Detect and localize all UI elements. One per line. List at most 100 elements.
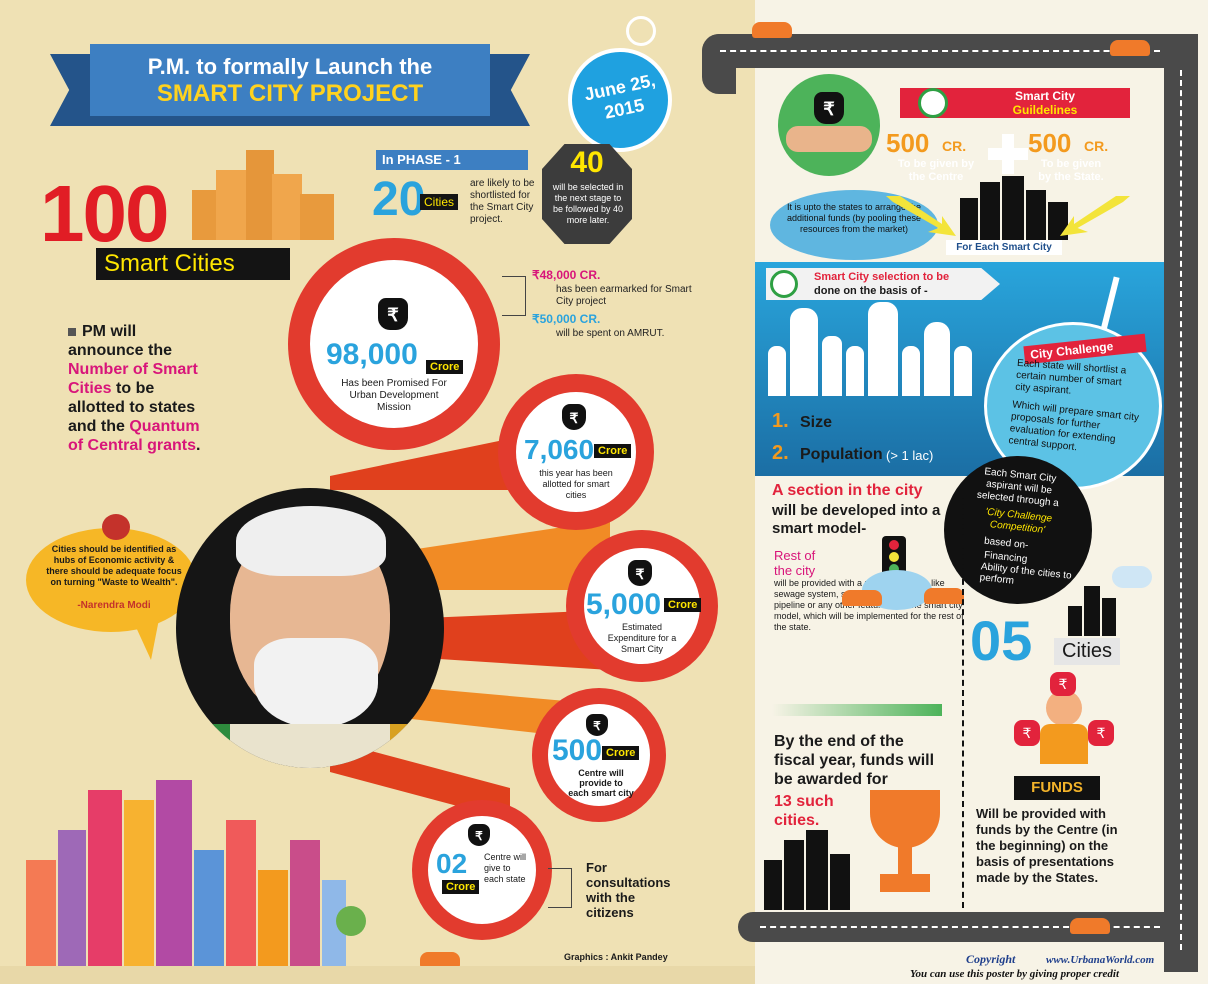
check-icon: [918, 88, 948, 118]
rupee-bag-icon: ₹: [468, 824, 490, 846]
fiscal-highlight: 13 such cities.: [774, 793, 834, 829]
gear-1-tag: Crore: [426, 360, 464, 374]
phase-next-text: will be selected in the next stage to be…: [552, 182, 624, 225]
selection-title-2: done on the basis of -: [814, 285, 928, 297]
fiscal-text: By the end of the fiscal year, funds wil…: [774, 733, 935, 788]
divider-dotted: [962, 488, 964, 908]
gear-3-text: Estimated Expenditure for a Smart City: [607, 622, 677, 654]
trophy-icon: [860, 790, 950, 900]
gear-4: ₹ 500 Crore Centre will provide to each …: [532, 688, 666, 822]
gear-1-number: 98,000: [326, 338, 418, 371]
centre-text: To be given by the Centre: [897, 158, 975, 183]
gear-4-number: 500: [552, 734, 603, 767]
consult-connector: [548, 868, 572, 908]
rupee-bag-icon: ₹: [586, 714, 608, 736]
state-unit: CR.: [1084, 138, 1109, 154]
pm-portrait: [176, 488, 444, 768]
centre-amount: 500: [886, 128, 930, 158]
graphics-credit: Graphics : Ankit Pandey: [564, 952, 668, 962]
criteria-1-label: Size: [800, 414, 833, 431]
hero-count: 100: [40, 169, 169, 258]
footer-notice: You can use this poster by giving proper…: [910, 968, 1120, 980]
selection-header: [766, 268, 1000, 300]
date-tag: June 25, 2015: [568, 48, 672, 152]
five-text: Will be provided with funds by the Centr…: [976, 806, 1118, 885]
gear-3-tag: Crore: [664, 598, 702, 612]
funding-text-1: has been earmarked for Smart City projec…: [556, 284, 692, 307]
people-icon: [768, 302, 978, 398]
five-count: 05: [970, 609, 1033, 672]
guidelines-note-bubble: [770, 190, 938, 260]
car-icon: [752, 22, 792, 38]
date-text: June 25, 2015: [582, 69, 658, 123]
cloud-icon: [1112, 566, 1152, 588]
small-skyline-icon: [1068, 586, 1128, 636]
gear-1: ₹ 98,000 Crore Has been Promised For Urb…: [288, 238, 500, 450]
colorful-skyline-icon: [26, 780, 346, 970]
funds-person-icon: ₹ ₹ ₹: [1014, 672, 1114, 776]
gear-2: ₹ 7,060 Crore this year has been allotte…: [498, 374, 654, 530]
pm-announce-highlight1: Number of Smart Cities: [68, 361, 198, 397]
rupee-bag-icon: ₹: [814, 92, 844, 124]
rupee-bag-icon: ₹: [628, 560, 652, 586]
gear-2-number: 7,060: [524, 434, 595, 465]
consult-text: For consultations with the citizens: [586, 860, 671, 920]
green-bar: [772, 704, 942, 716]
rupee-bag-icon: ₹: [378, 298, 408, 330]
pm-announce-highlight2: Quantum of Central grants: [68, 418, 200, 454]
gear-5-tag: Crore: [442, 880, 480, 894]
gear-5-text: Centre will give to each state: [484, 852, 527, 884]
phase-next-count: 40: [570, 146, 604, 179]
car-icon: [1110, 40, 1150, 56]
title-line-1: P.M. to formally Launch the: [147, 54, 433, 79]
tag-string: [626, 16, 656, 46]
pm-announce-part1: PM will announce the: [68, 323, 173, 359]
criteria-2-num: 2.: [772, 442, 789, 464]
gear-5-number: 02: [436, 848, 468, 879]
title-line-2: SMART CITY PROJECT: [156, 80, 424, 107]
road-dash-bottom: [760, 926, 1160, 928]
gear-2-text: this year has been allotted for smart ci…: [539, 468, 613, 500]
hero-label: Smart Cities: [96, 248, 290, 280]
gear-1-text: Has been Promised For Urban Development …: [341, 378, 447, 413]
car-icon: [420, 952, 460, 968]
plus-icon: [988, 134, 1028, 174]
selection-title-1: Smart City selection to be: [814, 271, 950, 283]
pm-announce: PM will announce the Number of Smart Cit…: [68, 322, 208, 455]
section-subhead: will be developed into a smart model-: [772, 502, 941, 537]
road-dash: [720, 50, 1160, 52]
guidelines-note: It is upto the states to arrange the add…: [786, 202, 922, 234]
black-skyline-icon: [764, 830, 854, 910]
criteria-2-note: (> 1 lac): [886, 448, 934, 463]
ground: [0, 966, 755, 984]
gear-3: ₹ 5,000 Crore Estimated Expenditure for …: [566, 530, 718, 682]
funding-notes: ₹48,000 CR. has been earmarked for Smart…: [502, 268, 702, 340]
funding-amount-2: ₹50,000 CR.: [532, 312, 601, 326]
phase-count-unit: Cities: [420, 194, 459, 210]
pm-announce-part2: to be allotted to states and the: [68, 380, 196, 435]
road-dash-right: [1180, 70, 1182, 950]
footer-site: www.UrbanaWorld.com: [1046, 954, 1155, 966]
skyline-icon: [192, 150, 342, 240]
hand-money-icon: ₹: [778, 74, 880, 176]
gear-4-text: Centre will provide to each smart city: [568, 768, 634, 798]
gear-3-number: 5,000: [586, 588, 662, 621]
city-skyline-icon: [960, 176, 1070, 240]
quote-bubble: [26, 528, 196, 632]
guidelines-title-1: Smart City: [1014, 89, 1076, 103]
each-city-label: For Each Smart City: [946, 240, 1062, 255]
gear-5: ₹ 02 Crore Centre will give to each stat…: [412, 800, 552, 940]
footer-copyright: Copyright: [966, 952, 1016, 966]
road-left: [702, 34, 736, 94]
state-amount: 500: [1028, 128, 1072, 158]
rupee-bag-icon: ₹: [562, 404, 586, 430]
phase-next-badge: [542, 144, 632, 244]
gear-2-tag: Crore: [594, 444, 632, 458]
car-icon: [1070, 918, 1110, 934]
phase-count: 20: [372, 173, 426, 226]
state-text: To be given by the State.: [1038, 158, 1104, 183]
rest-label: Rest of the city: [774, 548, 816, 578]
car-icon: [842, 590, 882, 606]
section-headline: A section in the city: [772, 482, 923, 499]
traffic-light-icon: [882, 536, 906, 576]
